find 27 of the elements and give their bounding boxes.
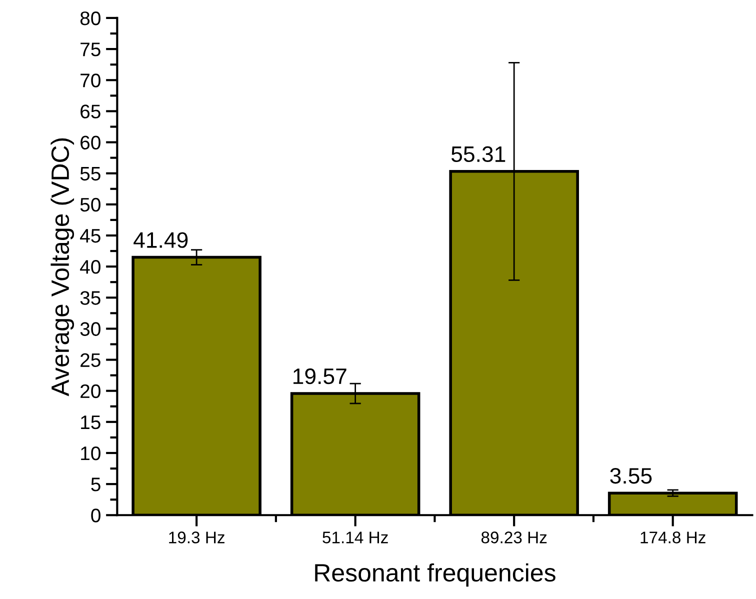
y-tick-label: 75 xyxy=(80,42,100,56)
y-tick-label: 50 xyxy=(80,198,100,212)
x-tick-label: 89.23 Hz xyxy=(481,532,547,544)
y-tick-label: 65 xyxy=(80,104,100,118)
y-tick-label: 80 xyxy=(80,11,100,26)
y-tick-label: 55 xyxy=(80,167,100,181)
y-tick-label: 0 xyxy=(91,508,100,522)
data-label: 55.31 xyxy=(451,146,506,162)
y-tick-label: 25 xyxy=(80,353,100,368)
data-label: 41.49 xyxy=(134,232,188,248)
y-tick-label: 5 xyxy=(91,478,100,492)
y-tick-label: 20 xyxy=(80,384,100,398)
y-tick-label: 45 xyxy=(80,229,100,243)
y-tick-label: 60 xyxy=(80,136,100,150)
y-tick-label: 15 xyxy=(81,416,100,430)
y-tick-label: 30 xyxy=(80,322,100,336)
x-axis-title: Resonant frequencies xyxy=(315,563,556,587)
data-label: 19.57 xyxy=(294,368,346,384)
y-tick-label: 10 xyxy=(81,446,100,460)
x-tick-label: 19.3 Hz xyxy=(169,532,224,544)
y-tick-label: 70 xyxy=(80,74,100,88)
x-tick-label: 174.8 Hz xyxy=(640,532,706,544)
data-label: 3.55 xyxy=(610,468,652,484)
y-axis-title: Average Voltage (VDC) xyxy=(50,138,74,396)
x-tick-label: 51.14 Hz xyxy=(322,532,388,544)
y-tick-label: 40 xyxy=(80,260,100,274)
y-tick-label: 35 xyxy=(80,291,100,305)
